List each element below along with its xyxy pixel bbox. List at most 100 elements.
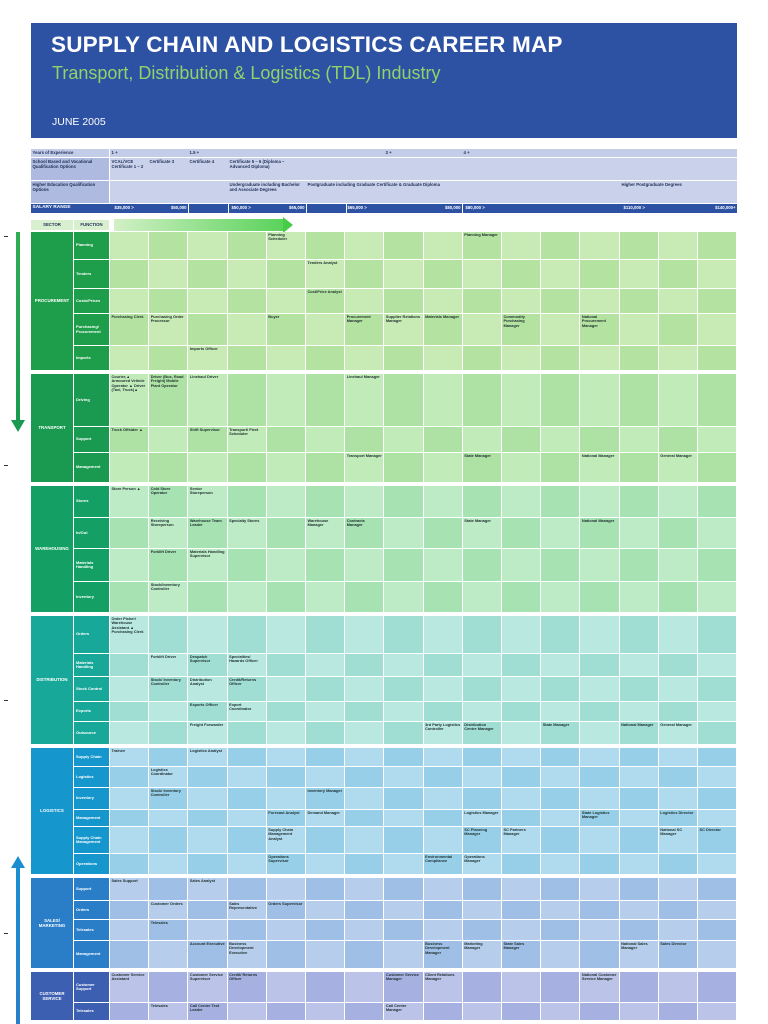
grid-cell [345,810,384,826]
grid-cell [541,616,580,653]
grid-cell [698,748,737,766]
grid-cell [658,260,697,288]
grid-cell [266,972,305,1002]
grid-cell [306,878,345,900]
grid-cell [306,941,345,968]
job-title: Logistics Analyst [188,748,227,766]
grid-cell [698,901,737,919]
grid-cell [266,788,305,809]
grid-cell [658,788,697,809]
job-title: State Logistics Manager [580,810,619,826]
grid-cell [619,788,658,809]
grid-cell [345,260,384,288]
grid-cell [580,827,619,853]
grid-cell [502,374,541,426]
job-title: Buyer [266,314,305,345]
salary-value: $80,000 > [465,205,485,210]
grid-cell [698,854,737,874]
function-label: Operations [74,854,109,874]
grid-cell [110,827,149,853]
function-label: Logistics [74,767,109,787]
grid-cell [423,1003,462,1020]
sector-label: TRANSPORT [31,374,73,482]
grid-cell [462,654,501,676]
grid-cell [266,767,305,787]
grid-cell [110,854,149,874]
grid-cell [188,767,227,787]
function-label: Management [74,810,109,826]
grid-cell [384,289,423,313]
grid-cell [266,616,305,653]
school-cert3: Certificate 3 [148,158,188,180]
grid-cell [345,1003,384,1020]
job-title: Sales Representative [227,901,266,919]
grid-cell [462,748,501,766]
school-cert4: Certificate 4 [188,158,228,180]
grid-cell [580,920,619,940]
grid-cell [266,878,305,900]
grid-cell [580,1003,619,1020]
grid-cell [266,518,305,548]
sector-header: SECTOR [31,220,73,230]
job-title: Call Centre Test Leader [188,1003,227,1020]
salary-value: $110,000 > [623,205,645,210]
grid-cell [580,788,619,809]
job-title: Credit/ Returns Officer [227,972,266,1002]
job-title: Warehouse Team Leader [188,518,227,548]
function-label: Supply Chain Management [74,827,109,853]
grid-cell [502,972,541,1002]
grid-cell [541,1003,580,1020]
grid-cell [658,549,697,581]
salary-value: $35,000 > [114,205,134,210]
grid-cell [619,260,658,288]
job-title: Warehouse Manager [306,518,345,548]
grid-cell [580,616,619,653]
job-title: SC Partners Manager [502,827,541,853]
job-title: Specialties/ Hazards Officer [227,654,266,676]
job-title: Forklift Driver [149,654,188,676]
job-title: Tenders Analyst [306,260,345,288]
grid-cell [619,767,658,787]
grid-cell [306,972,345,1002]
grid-cell [306,901,345,919]
grid-cell [306,314,345,345]
grid-cell [502,810,541,826]
grid-cell [149,941,188,968]
grid-cell [345,486,384,517]
grid-cell [658,346,697,370]
grid-cell [462,346,501,370]
grid-cell [698,941,737,968]
grid-cell [423,427,462,452]
grid-cell [580,232,619,259]
grid-cell [502,289,541,313]
grid-cell [110,654,149,676]
job-title: Imports Officer [188,346,227,370]
grid-cell [188,232,227,259]
function-label: Customer Support [74,972,109,1002]
higher-blank [110,181,228,203]
function-label: Management [74,941,109,968]
grid-cell [462,677,501,701]
salary-row [31,204,737,213]
function-label: Orders [74,901,109,919]
grid-cell [345,677,384,701]
grid-cell [658,702,697,721]
job-title: State Manager [462,453,501,482]
grid-cell [306,854,345,874]
grid-cell [345,972,384,1002]
job-title: Distribution Analyst [188,677,227,701]
job-title: Logistics Manager [462,810,501,826]
job-title: Linehaul Driver [188,374,227,426]
job-title: Procurement Manager [345,314,384,345]
grid-cell [266,346,305,370]
grid-cell [384,901,423,919]
grid-cell [698,549,737,581]
grid-cell [110,582,149,612]
job-title: Senior Storeperson [188,486,227,517]
job-title: State Sales Manager [502,941,541,968]
grid-cell [384,518,423,548]
grid-cell [619,346,658,370]
grid-cell [502,788,541,809]
grid-cell [580,941,619,968]
grid-cell [462,901,501,919]
